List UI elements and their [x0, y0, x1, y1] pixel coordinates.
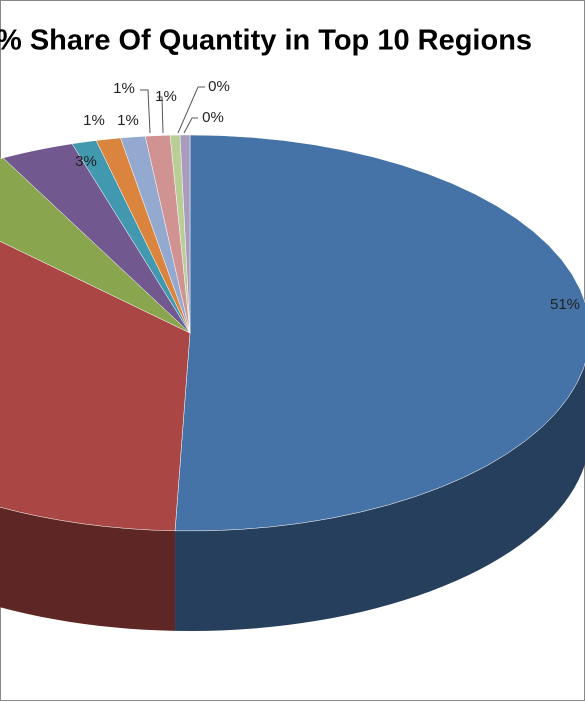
pie-slice: [95, 137, 191, 334]
pie-slice: [174, 134, 585, 532]
pie-slice: [0, 240, 191, 532]
pie-side: [0, 507, 176, 631]
data-label: 1%: [117, 112, 139, 129]
data-label: 0%: [202, 109, 224, 126]
pie-slice: [0, 157, 191, 334]
data-label: 1%: [155, 88, 177, 105]
data-label: 3%: [75, 153, 97, 170]
pie-slice: [169, 134, 191, 334]
pie-slice: [179, 134, 191, 334]
pie-slice: [120, 135, 191, 334]
pie-slice: [144, 134, 191, 334]
pie-side: [175, 364, 585, 631]
data-label: 1%: [113, 80, 135, 97]
data-label: 1%: [83, 112, 105, 129]
data-label: 0%: [208, 78, 230, 95]
chart-title: % Share Of Quantity in Top 10 Regions: [0, 25, 532, 57]
pie-slice: [71, 140, 191, 334]
data-label: 51%: [550, 296, 580, 313]
pie-slice: [2, 143, 191, 334]
pie: [0, 134, 585, 631]
leader-lines: [140, 86, 205, 134]
